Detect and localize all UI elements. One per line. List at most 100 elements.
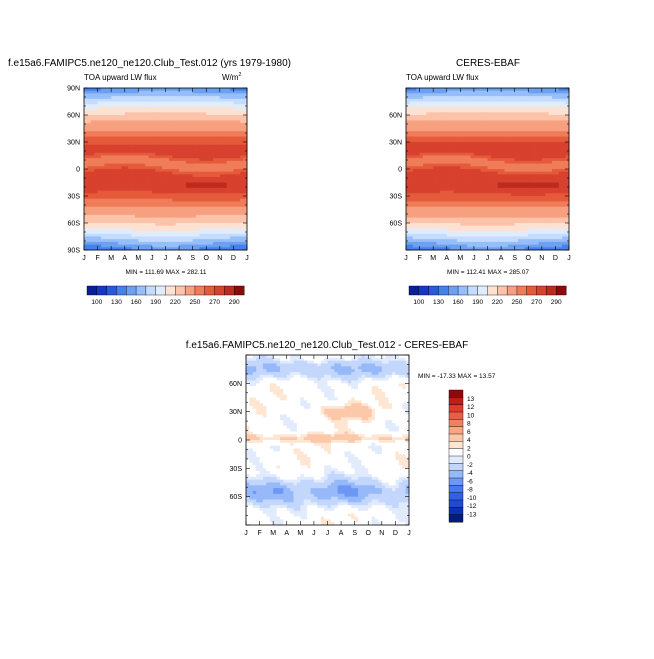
heatmap-cell — [182, 185, 186, 188]
heatmap-cell — [199, 137, 203, 140]
heatmap-cell — [227, 180, 231, 183]
heatmap-cell — [149, 239, 153, 242]
heatmap-cell — [210, 99, 214, 102]
heatmap-cell — [145, 191, 149, 194]
heatmap-cell — [118, 201, 122, 204]
heatmap-cell — [426, 166, 430, 169]
heatmap-cell — [498, 196, 502, 199]
heatmap-cell — [115, 142, 119, 145]
heatmap-cell — [562, 115, 566, 118]
heatmap-cell — [457, 99, 461, 102]
heatmap-cell — [233, 99, 237, 102]
heatmap-cell — [128, 129, 132, 132]
heatmap-cell — [515, 107, 519, 110]
heatmap-cell — [233, 177, 237, 180]
heatmap-cell — [233, 226, 237, 229]
heatmap-cell — [172, 96, 176, 99]
heatmap-cell — [416, 115, 420, 118]
heatmap-cell — [115, 147, 119, 150]
heatmap-cell — [467, 156, 471, 159]
heatmap-cell — [210, 215, 214, 218]
heatmap-cell — [189, 139, 193, 142]
heatmap-cell — [199, 91, 203, 94]
heatmap-cell — [121, 134, 125, 137]
heatmap-cell — [196, 88, 200, 91]
heatmap-cell — [450, 93, 454, 96]
heatmap-cell — [216, 237, 220, 240]
heatmap-cell — [128, 150, 132, 153]
heatmap-cell — [206, 242, 210, 245]
heatmap-cell — [450, 183, 454, 186]
heatmap-cell — [166, 110, 170, 113]
heatmap-cell — [101, 142, 105, 145]
heatmap-cell — [518, 104, 522, 107]
heatmap-cell — [443, 126, 447, 129]
heatmap-cell — [101, 110, 105, 113]
heatmap-cell — [552, 193, 556, 196]
heatmap-cell — [508, 177, 512, 180]
heatmap-cell — [488, 172, 492, 175]
heatmap-cell — [118, 242, 122, 245]
heatmap-cell — [189, 204, 193, 207]
heatmap-cell — [542, 147, 546, 150]
heatmap-cell — [484, 115, 488, 118]
heatmap-cell — [199, 172, 203, 175]
heatmap-cell — [494, 88, 498, 91]
heatmap-cell — [555, 164, 559, 167]
heatmap-cell — [84, 188, 88, 191]
heatmap-cell — [515, 115, 519, 118]
heatmap-cell — [142, 142, 146, 145]
heatmap-cell — [471, 120, 475, 123]
heatmap-cell — [467, 137, 471, 140]
heatmap-cell — [433, 172, 437, 175]
heatmap-cell — [189, 166, 193, 169]
heatmap-cell — [420, 161, 424, 164]
heatmap-cell — [420, 150, 424, 153]
heatmap-cell — [213, 239, 217, 242]
heatmap-cell — [125, 156, 129, 159]
heatmap-cell — [91, 172, 95, 175]
heatmap-cell — [535, 131, 539, 134]
heatmap-cell — [111, 215, 115, 218]
heatmap-cell — [213, 191, 217, 194]
heatmap-cell — [413, 93, 417, 96]
heatmap-cell — [240, 245, 244, 248]
heatmap-cell — [416, 166, 420, 169]
heatmap-cell — [162, 237, 166, 240]
heatmap-cell — [437, 88, 441, 91]
heatmap-cell — [91, 156, 95, 159]
heatmap-cell — [420, 134, 424, 137]
heatmap-cell — [220, 153, 224, 156]
heatmap-cell — [84, 93, 88, 96]
heatmap-cell — [555, 99, 559, 102]
heatmap-cell — [179, 180, 183, 183]
heatmap-cell — [132, 183, 136, 186]
heatmap-cell — [104, 212, 108, 215]
heatmap-cell — [152, 134, 156, 137]
heatmap-cell — [423, 102, 427, 105]
heatmap-cell — [240, 126, 244, 129]
heatmap-cell — [464, 174, 468, 177]
heatmap-cell — [420, 185, 424, 188]
heatmap-cell — [199, 228, 203, 231]
heatmap-cell — [101, 139, 105, 142]
heatmap-cell — [189, 218, 193, 221]
heatmap-cell — [223, 169, 227, 172]
heatmap-cell — [454, 191, 458, 194]
heatmap-cell — [498, 185, 502, 188]
heatmap-cell — [471, 180, 475, 183]
heatmap-cell — [87, 169, 91, 172]
heatmap-cell — [203, 93, 207, 96]
heatmap-cell — [104, 156, 108, 159]
heatmap-cell — [128, 126, 132, 129]
heatmap-cell — [220, 112, 224, 115]
heatmap-cell — [423, 166, 427, 169]
heatmap-cell — [515, 191, 519, 194]
x-tick-label: N — [217, 255, 222, 262]
heatmap-cell — [128, 104, 132, 107]
heatmap-cell — [223, 218, 227, 221]
heatmap-cell — [227, 177, 231, 180]
heatmap-cell — [494, 142, 498, 145]
heatmap-cell — [467, 93, 471, 96]
heatmap-cell — [149, 93, 153, 96]
